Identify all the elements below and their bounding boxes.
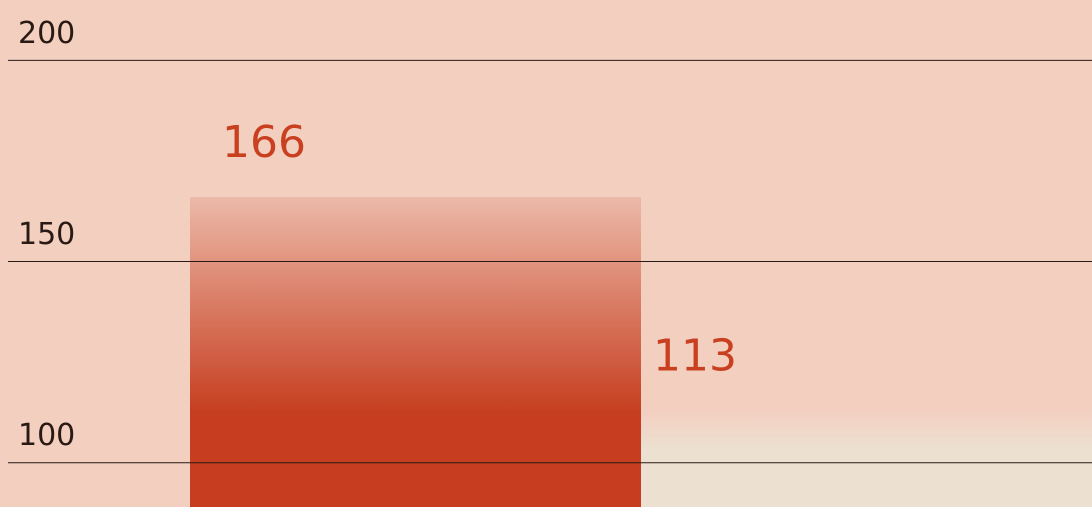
value-label: 166 — [222, 117, 306, 168]
y-tick-label: 100 — [18, 418, 75, 453]
value-label: 113 — [653, 330, 737, 381]
bar — [641, 410, 1092, 507]
bar — [190, 197, 641, 507]
y-tick-label: 150 — [18, 217, 75, 252]
y-tick-label: 200 — [18, 16, 75, 51]
